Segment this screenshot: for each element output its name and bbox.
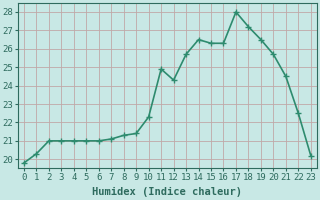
X-axis label: Humidex (Indice chaleur): Humidex (Indice chaleur) <box>92 187 242 197</box>
